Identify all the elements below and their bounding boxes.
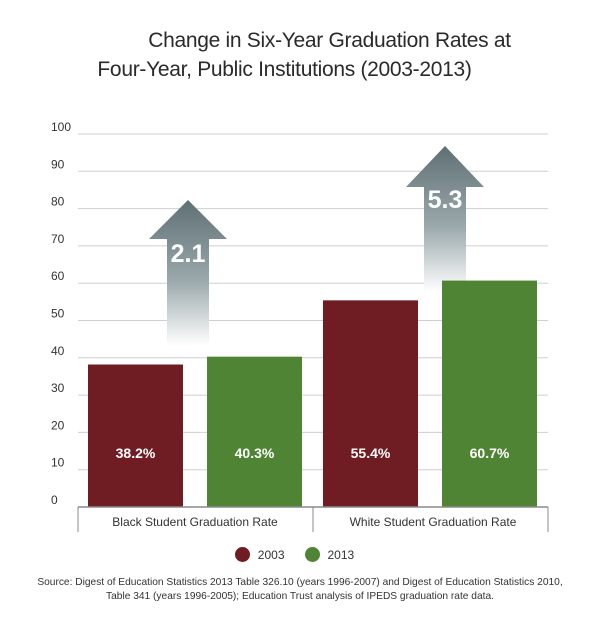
- y-tick-label-90: 90: [51, 157, 65, 171]
- bar-2013-1: [442, 280, 537, 507]
- y-tick-label-0: 0: [51, 493, 58, 507]
- y-tick-label-100: 100: [51, 120, 71, 134]
- change-label-0: 2.1: [171, 240, 206, 268]
- bar-value-label-2013-0: 40.3%: [235, 445, 275, 461]
- y-tick-label-70: 70: [51, 232, 65, 246]
- bar-2003-1: [323, 300, 418, 507]
- y-tick-label-10: 10: [51, 456, 65, 470]
- y-tick-label-40: 40: [51, 344, 65, 358]
- x-category-label-0: Black Student Graduation Rate: [112, 515, 278, 529]
- bar-value-label-2003-1: 55.4%: [351, 445, 391, 461]
- bar-2013-0: [207, 356, 302, 507]
- bar-2003-0: [88, 364, 183, 507]
- change-label-1: 5.3: [428, 186, 463, 214]
- chart-title-line-1: Change in Six-Year Graduation Rates at: [148, 29, 511, 52]
- y-tick-label-50: 50: [51, 307, 65, 321]
- source-note: Source: Digest of Education Statistics 2…: [37, 577, 563, 602]
- legend-swatch-2013: [304, 547, 320, 562]
- legend-label-2013: 2013: [327, 547, 355, 562]
- change-arrow-0: [149, 200, 227, 346]
- y-tick-label-80: 80: [51, 195, 65, 209]
- legend-item-2003: 2003: [234, 547, 285, 562]
- bar-chart: 0 10 20 30 40 50 60 70 80 90 100 2.1 5.3 38.2% 55.4%…: [51, 120, 549, 532]
- legend-item-2013: 2013: [304, 547, 355, 562]
- chart-title-line-2: Four-Year, Public Institutions (2003-201…: [97, 58, 472, 81]
- chart-legend: 2003 2013: [0, 547, 589, 562]
- x-category-label-1: White Student Graduation Rate: [350, 515, 517, 529]
- bar-value-label-2003-0: 38.2%: [116, 445, 156, 461]
- legend-label-2003: 2003: [257, 547, 285, 562]
- y-tick-label-30: 30: [51, 381, 65, 395]
- y-tick-label-60: 60: [51, 269, 65, 283]
- bar-value-label-2013-1: 60.7%: [470, 445, 510, 461]
- legend-swatch-2003: [234, 547, 250, 562]
- change-arrow-1: [406, 146, 484, 292]
- chart-title: Change in Six-Year Graduation Rates at F…: [0, 26, 589, 84]
- y-tick-label-20: 20: [51, 418, 65, 432]
